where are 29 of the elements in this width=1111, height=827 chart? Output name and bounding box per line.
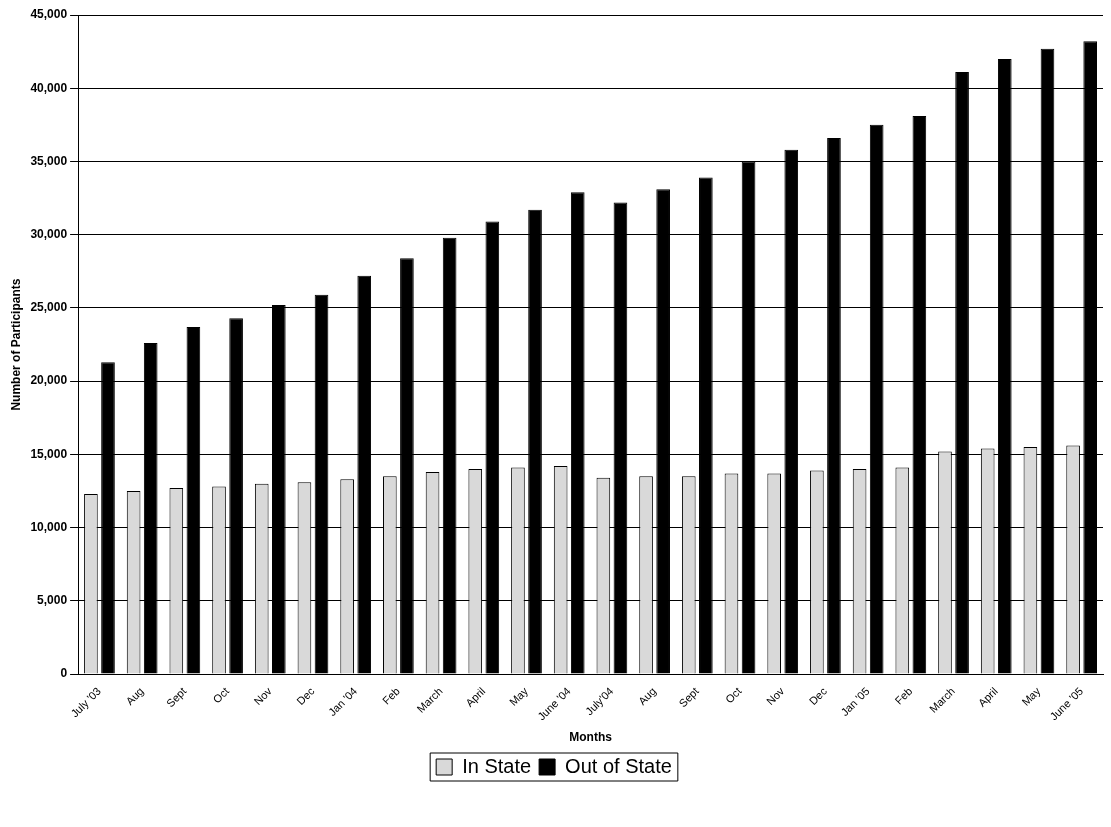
legend-label: In State — [462, 754, 532, 777]
x-tick-label: Jan '04 — [325, 684, 360, 719]
y-tick-label: 25,000 — [30, 300, 68, 315]
y-tick-label: 20,000 — [30, 373, 68, 388]
x-axis-title: Months — [569, 730, 613, 745]
x-tick-label: Aug — [123, 684, 146, 708]
legend-label: Out of State — [565, 754, 672, 777]
y-tick-label: 30,000 — [30, 227, 68, 242]
x-tick-label: Jan '05 — [838, 684, 872, 719]
x-tick-label: May — [1019, 684, 1043, 709]
x-tick-label: Nov — [763, 684, 787, 708]
y-tick-label: 5,000 — [37, 593, 68, 608]
y-tick-label: 15,000 — [30, 446, 68, 461]
y-tick-label: 10,000 — [30, 519, 68, 534]
y-axis-title: Number of Participants — [8, 278, 23, 411]
y-tick-label: 40,000 — [30, 80, 68, 95]
x-tick-label: July '03 — [68, 684, 104, 720]
x-tick-label: Aug — [635, 684, 659, 708]
x-tick-label: May — [506, 684, 531, 709]
y-tick-label: 35,000 — [30, 153, 68, 168]
y-tick-label: 45,000 — [30, 7, 68, 22]
x-tick-label: Oct — [722, 684, 744, 706]
x-tick-label: Feb — [380, 684, 402, 707]
x-tick-label: Dec — [806, 684, 830, 708]
x-tick-label: Dec — [294, 684, 317, 708]
x-tick-label: Oct — [210, 684, 232, 706]
x-tick-label: Feb — [892, 684, 915, 707]
y-tick-label: 0 — [60, 666, 68, 681]
x-tick-label: Nov — [251, 684, 275, 708]
